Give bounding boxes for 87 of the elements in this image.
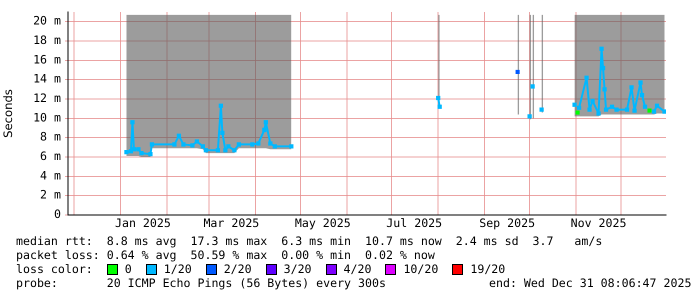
point	[662, 109, 666, 114]
point	[530, 84, 535, 89]
y-axis-title: Seconds	[0, 89, 15, 138]
x-tick-label: Jul 2025	[386, 216, 442, 230]
point	[272, 144, 277, 148]
point	[150, 142, 154, 147]
point	[218, 104, 224, 108]
point	[190, 143, 195, 148]
point	[220, 130, 225, 135]
legend-label: 0	[124, 262, 132, 276]
point	[223, 148, 228, 152]
point	[216, 148, 220, 152]
point	[172, 142, 177, 147]
point	[599, 46, 604, 51]
point	[527, 114, 532, 119]
point	[632, 108, 637, 113]
point	[124, 150, 129, 154]
point	[516, 70, 520, 74]
legend-title: loss color:	[16, 262, 93, 276]
point	[587, 108, 592, 112]
legend-label: 2/20	[224, 262, 252, 276]
point	[652, 109, 656, 114]
y-tick-label: 8 m	[40, 130, 62, 144]
point	[256, 141, 260, 146]
point	[647, 108, 652, 113]
point	[596, 111, 601, 116]
text: packet loss: 0.64 % avg 50.59 % max 0.00 % min 0.02 % now	[16, 248, 435, 262]
point	[614, 108, 619, 112]
point	[132, 147, 136, 152]
point	[602, 87, 607, 92]
point	[262, 128, 266, 132]
point	[436, 96, 440, 100]
x-tick-label: Sep 2025	[479, 216, 536, 230]
x-tick-label: Nov 2025	[570, 216, 626, 230]
y-tick-label: 2 m	[40, 188, 62, 202]
point	[604, 108, 608, 112]
point	[539, 108, 544, 112]
point	[584, 76, 589, 80]
legend-label: 4/20	[344, 262, 372, 276]
point	[250, 142, 254, 147]
y-tick-label: 12 m	[33, 91, 62, 106]
x-tick-label: Jan 2025	[115, 216, 171, 230]
y-tick-label: 16 m	[33, 52, 62, 66]
y-tick-label: 6 m	[40, 149, 62, 164]
point	[576, 106, 582, 110]
x-tick-label: May 2025	[294, 216, 351, 230]
y-tick-label: 20 m	[33, 14, 62, 28]
y-tick-label: 18 m	[33, 33, 62, 48]
point	[181, 142, 186, 147]
y-tick-label: 14 m	[33, 72, 62, 86]
point	[139, 151, 144, 156]
legend-label: 19/20	[470, 262, 506, 276]
point	[610, 104, 614, 109]
text: end: Wed Dec 31 08:06:47 2025	[489, 276, 692, 290]
point	[438, 104, 442, 109]
point	[226, 144, 230, 148]
point	[572, 102, 577, 107]
point	[204, 148, 208, 152]
point	[194, 139, 200, 144]
y-tick-label: 4 m	[40, 168, 62, 182]
point	[200, 144, 206, 148]
point	[590, 98, 595, 104]
point	[148, 152, 153, 156]
point	[128, 149, 134, 154]
point	[629, 85, 634, 90]
point	[640, 93, 644, 98]
point	[130, 120, 135, 124]
y-tick-label: 0	[54, 207, 62, 222]
point	[264, 120, 268, 124]
legend-label: 10/20	[403, 262, 438, 276]
point	[638, 80, 643, 85]
point	[576, 110, 580, 115]
point	[289, 144, 294, 148]
point	[624, 108, 630, 112]
text: median rtt: 8.8 ms avg 17.3 ms max 6.3 ms min 10.7 ms now 2.4 ms sd 3.7 am/s	[16, 234, 602, 248]
x-tick-label: Mar 2025	[203, 216, 260, 230]
point	[176, 134, 182, 138]
y-tick-label: 10 m	[33, 110, 62, 124]
point	[654, 104, 660, 108]
point	[136, 147, 141, 152]
legend-label: 3/20	[284, 262, 312, 276]
point	[232, 148, 236, 152]
text: probe: 20 ICMP Echo Pings (56 Bytes) every 300s	[16, 276, 386, 290]
point	[642, 104, 648, 109]
legend-label: 1/20	[164, 262, 192, 276]
point	[236, 142, 241, 147]
point	[268, 141, 272, 146]
